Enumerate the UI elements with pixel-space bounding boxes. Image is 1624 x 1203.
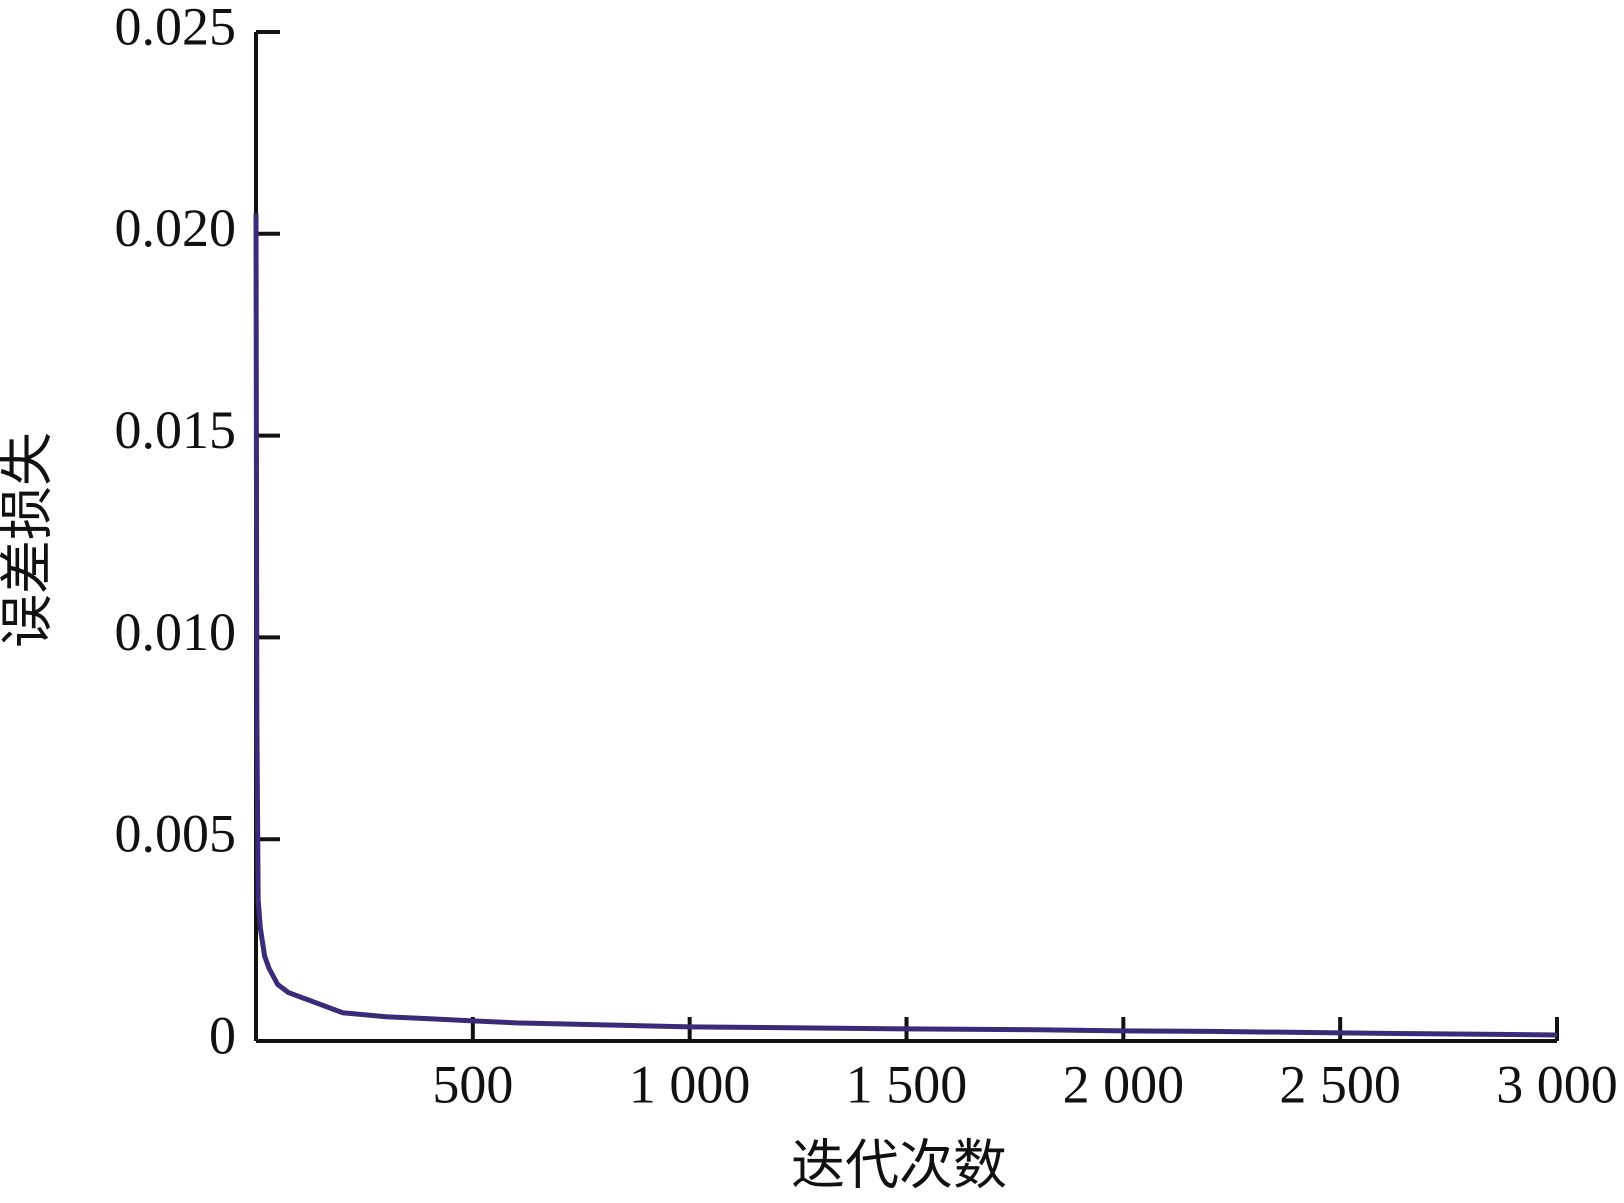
y-tick-label: 0.005 <box>115 804 237 864</box>
x-tick-label: 1 000 <box>629 1054 751 1114</box>
y-tick-label: 0.015 <box>115 400 237 460</box>
y-tick-label: 0.020 <box>115 198 237 258</box>
x-tick-label: 1 500 <box>846 1054 968 1114</box>
y-tick-label: 0.010 <box>115 602 237 662</box>
y-axis-label: 误差损失 <box>0 432 57 648</box>
x-axis-label: 迭代次数 <box>791 1135 1007 1195</box>
line <box>253 213 1558 1038</box>
x-tick-label: 2 500 <box>1279 1054 1401 1114</box>
x-tick-label: 3 000 <box>1496 1054 1618 1114</box>
y-tick-label: 0.025 <box>115 0 237 56</box>
x-tick-label: 500 <box>432 1054 513 1114</box>
y-tick-label: 0 <box>209 1005 236 1065</box>
x-tick-label: 2 000 <box>1063 1054 1185 1114</box>
